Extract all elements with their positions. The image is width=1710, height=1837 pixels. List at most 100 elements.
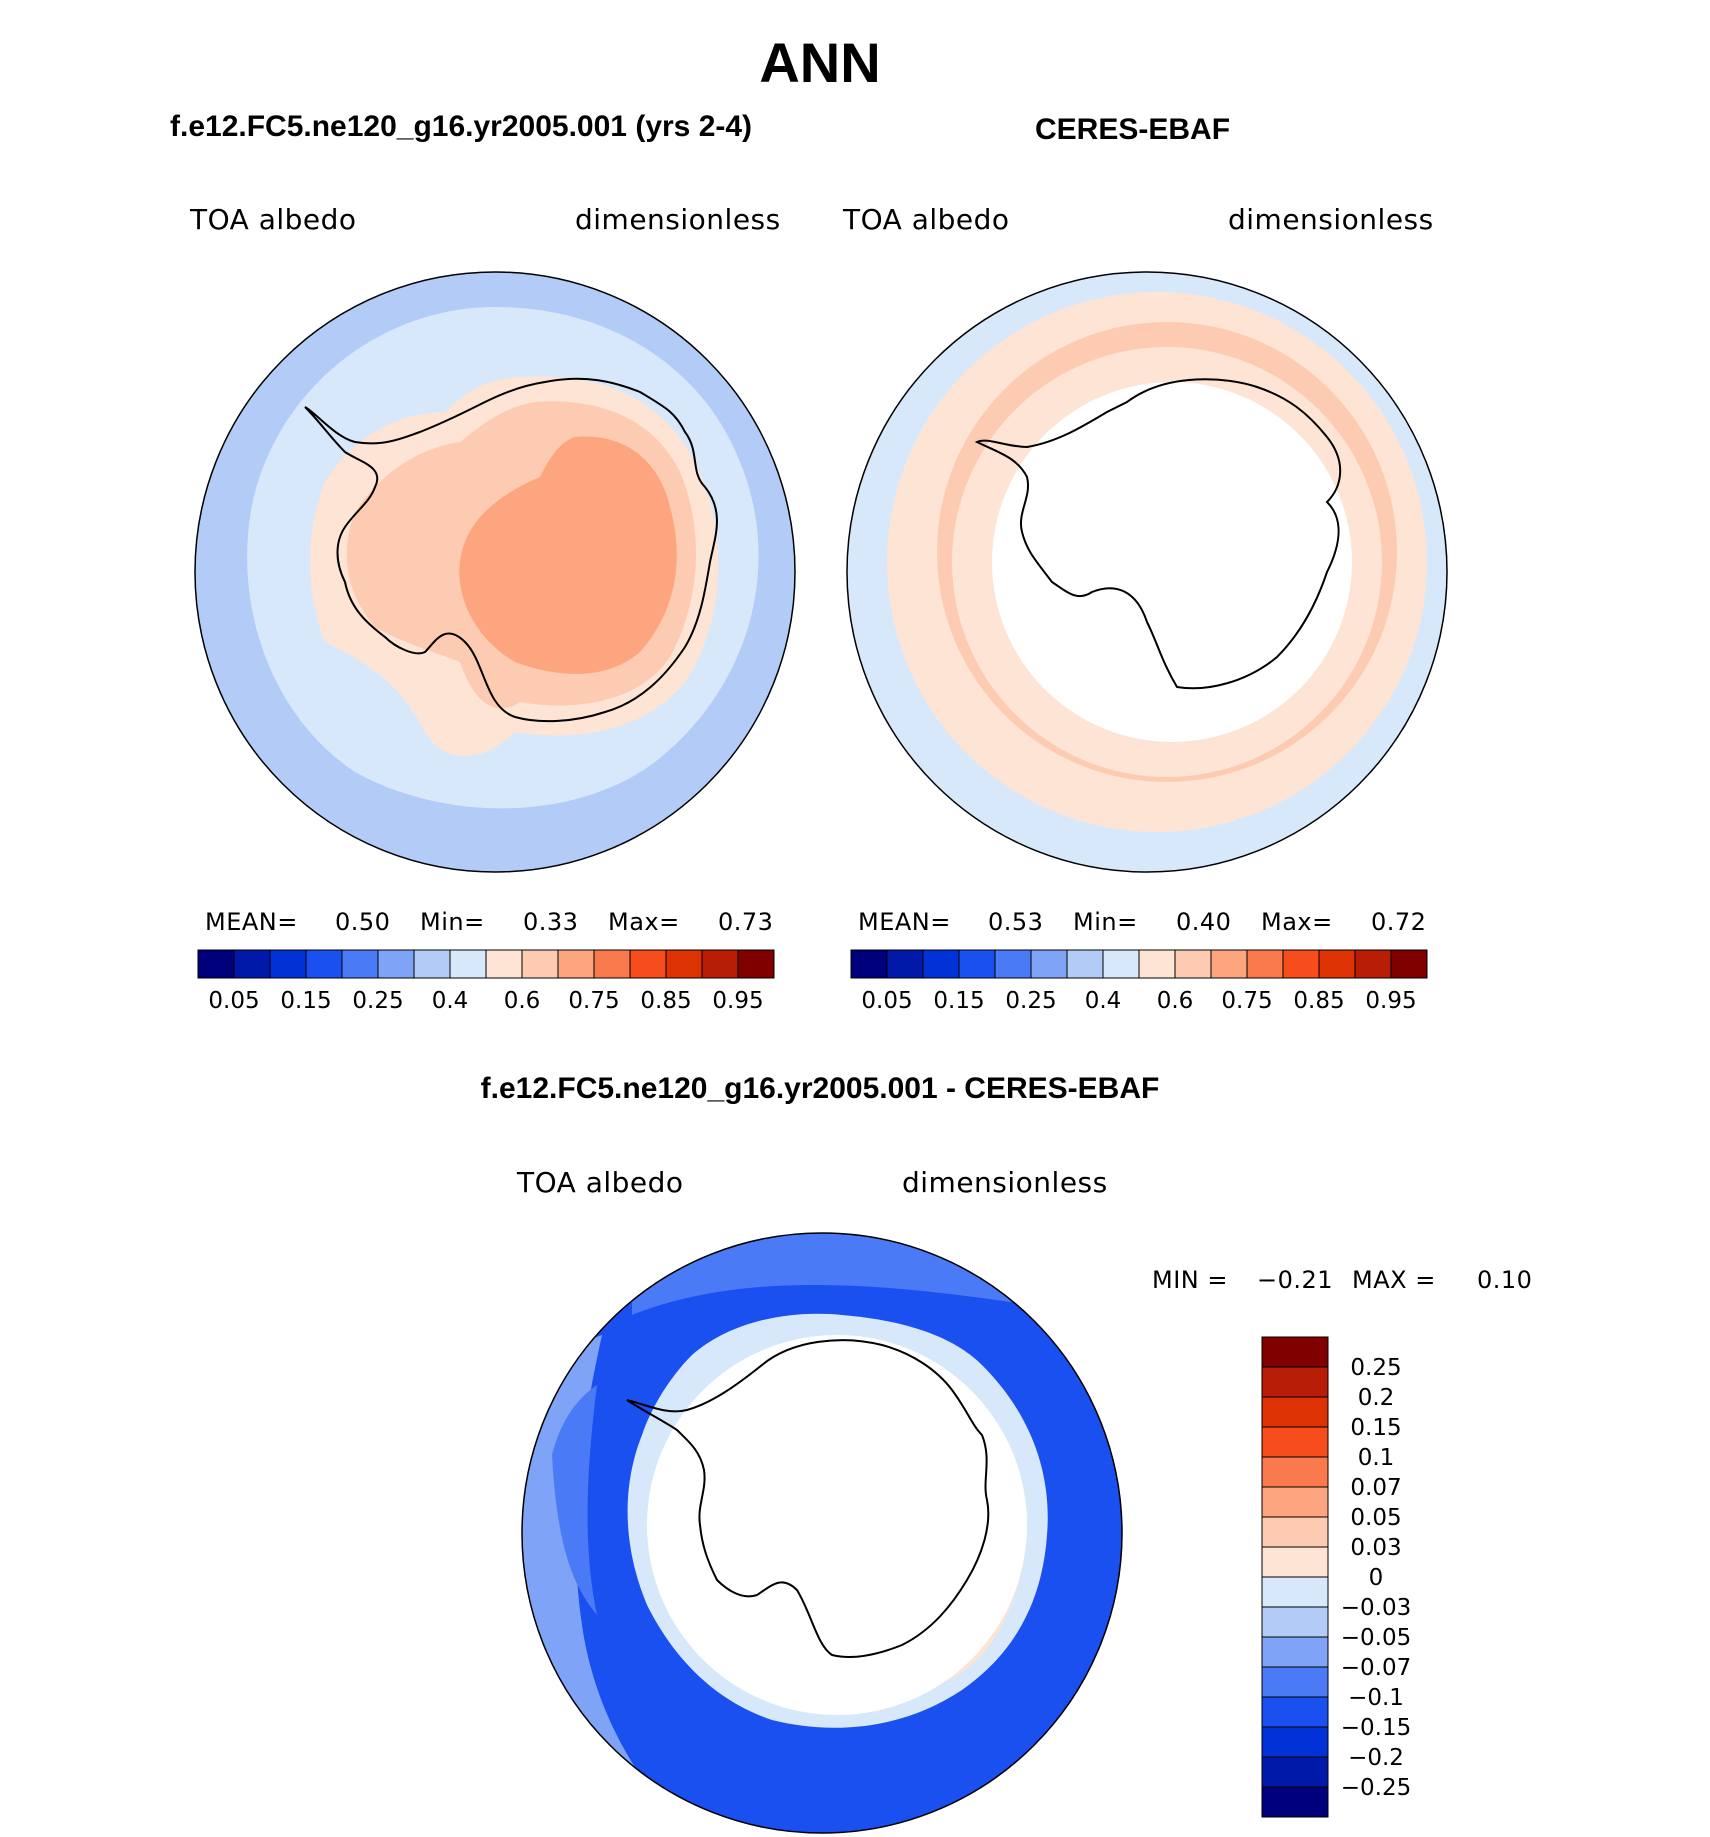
panel3-units: dimensionless xyxy=(902,1166,1108,1199)
panel3-colorbar-swatch xyxy=(1261,1756,1329,1788)
panel3-colorbar-swatch xyxy=(1261,1726,1329,1758)
panel2-colorbar-swatch xyxy=(886,949,924,979)
panel3-colorbar-swatch xyxy=(1261,1456,1329,1488)
panel2-colorbar: 0.05 0.15 0.25 0.4 0.6 0.75 0.85 0.95 xyxy=(850,949,1428,1014)
panel2-colorbar-swatch xyxy=(1210,949,1248,979)
panel1-colorbar-tick-label: 0.95 xyxy=(712,988,763,1014)
panel3-colorbar-tick-label: 0.1 xyxy=(1358,1445,1395,1471)
panel1-colorbar-swatch xyxy=(521,949,559,979)
panel3-colorbar-tick-label: 0.05 xyxy=(1350,1505,1401,1531)
panel3-colorbar-tick-label: −0.05 xyxy=(1341,1625,1411,1651)
panel2-colorbar-swatch xyxy=(1246,949,1284,979)
panel2-variable: TOA albedo xyxy=(843,203,1010,236)
panel2-map xyxy=(846,271,1448,873)
panel3-west-inner xyxy=(552,1385,597,1615)
panel1-colorbar-swatch xyxy=(341,949,379,979)
panel1-colorbar-tick-label: 0.25 xyxy=(352,988,403,1014)
panel2-mean-value: 0.53 xyxy=(988,908,1044,936)
panel2-min-value: 0.40 xyxy=(1176,908,1232,936)
panel3-colorbar-swatch xyxy=(1261,1486,1329,1518)
panel3-colorbar-tick-label: −0.25 xyxy=(1341,1775,1411,1801)
panel2-max-value: 0.72 xyxy=(1371,908,1427,936)
panel1-antarctica-high xyxy=(459,436,677,674)
panel2-coastline xyxy=(974,378,1342,690)
panel3-colorbar-swatch xyxy=(1261,1426,1329,1458)
panel3-colorbar-swatch xyxy=(1261,1666,1329,1698)
panel1-colorbar-swatch xyxy=(413,949,451,979)
panel1-mean-label: MEAN= xyxy=(205,908,298,936)
panel1-colorbar-tick-label: 0.85 xyxy=(640,988,691,1014)
panel1-colorbar-swatch xyxy=(269,949,307,979)
panel2-colorbar-swatch xyxy=(1030,949,1068,979)
panel1-variable: TOA albedo xyxy=(190,203,357,236)
panel1-coastline xyxy=(304,377,718,723)
panel3-colorbar-swatch xyxy=(1261,1636,1329,1668)
panel3-colorbar-swatch xyxy=(1261,1336,1329,1368)
panel3-colorbar-swatch xyxy=(1261,1396,1329,1428)
panel3-colorbar: 0.25 0.2 0.15 0.1 0.07 0.05 0.03 0 −0.03 −0.05 −0.… xyxy=(1261,1336,1411,1818)
panel3-colorbar-tick-label: 0.07 xyxy=(1350,1475,1401,1501)
panel2-colorbar-swatch xyxy=(994,949,1032,979)
panel1-units: dimensionless xyxy=(575,203,781,236)
panel3-colorbar-tick-label: 0.2 xyxy=(1358,1385,1395,1411)
panel3-colorbar-tick-label: −0.15 xyxy=(1341,1715,1411,1741)
panel2-title: CERES-EBAF xyxy=(1035,113,1231,146)
panel1-colorbar-swatch xyxy=(557,949,595,979)
panel3-colorbar-tick-label: −0.03 xyxy=(1341,1595,1411,1621)
panel2-colorbar-swatch xyxy=(1282,949,1320,979)
panel3-colorbar-tick-label: 0.15 xyxy=(1350,1415,1401,1441)
panel3-colorbar-tick-label: 0.25 xyxy=(1350,1355,1401,1381)
panel1-mean-value: 0.50 xyxy=(335,908,391,936)
panel3-coastline xyxy=(626,1339,990,1658)
panel1-colorbar-swatch xyxy=(485,949,523,979)
panel2-colorbar-tick-label: 0.4 xyxy=(1085,988,1122,1014)
panel3-colorbar-swatch xyxy=(1261,1786,1329,1818)
panel3-map xyxy=(521,1232,1123,1834)
panel2-map-border xyxy=(846,271,1448,873)
panel2-colorbar-swatch xyxy=(1138,949,1176,979)
panel2-colorbar-tick-label: 0.25 xyxy=(1005,988,1056,1014)
panel3-colorbar-tick-label: 0.03 xyxy=(1350,1535,1401,1561)
panel2-missing-data xyxy=(992,382,1352,742)
panel1-colorbar-swatch xyxy=(305,949,343,979)
panel1-map-border xyxy=(194,271,796,873)
panel3-colorbar-tick-label: −0.2 xyxy=(1348,1745,1404,1771)
panel1-colorbar-tick-label: 0.6 xyxy=(504,988,541,1014)
panel3-colorbar-swatch xyxy=(1261,1366,1329,1398)
panel2-colorbar-tick-label: 0.6 xyxy=(1157,988,1194,1014)
panel2-colorbar-swatch xyxy=(1102,949,1140,979)
panel1-max-label: Max= xyxy=(608,908,680,936)
panel3-max-label: MAX = xyxy=(1352,1266,1436,1294)
panel1-colorbar-swatch xyxy=(665,949,703,979)
panel3-colorbar-tick-label: −0.07 xyxy=(1341,1655,1411,1681)
panel3-colorbar-swatch xyxy=(1261,1606,1329,1638)
panel3-colorbar-swatch xyxy=(1261,1516,1329,1548)
panel2-colorbar-tick-label: 0.75 xyxy=(1221,988,1272,1014)
panel3-variable: TOA albedo xyxy=(517,1166,684,1199)
panel1-colorbar: 0.05 0.15 0.25 0.4 0.6 0.75 0.85 0.95 xyxy=(197,949,775,1014)
panel1-min-value: 0.33 xyxy=(523,908,579,936)
panel1-colorbar-swatch xyxy=(737,949,775,979)
panel3-min-value: −0.21 xyxy=(1257,1266,1334,1294)
panel3-max-value: 0.10 xyxy=(1477,1266,1533,1294)
panel2-colorbar-swatch xyxy=(958,949,996,979)
panel1-colorbar-swatch xyxy=(449,949,487,979)
panel2-colorbar-tick-label: 0.15 xyxy=(933,988,984,1014)
panel1-min-label: Min= xyxy=(420,908,485,936)
panel1-colorbar-swatch xyxy=(701,949,739,979)
panel1-map xyxy=(194,271,796,873)
panel1-max-value: 0.73 xyxy=(718,908,774,936)
panel2-colorbar-swatch xyxy=(922,949,960,979)
panel1-title: f.e12.FC5.ne120_g16.yr2005.001 (yrs 2-4) xyxy=(170,110,753,143)
panel2-colorbar-swatch xyxy=(850,949,888,979)
panel1-colorbar-swatch xyxy=(593,949,631,979)
panel1-colorbar-swatch xyxy=(377,949,415,979)
panel2-colorbar-swatch xyxy=(1354,949,1392,979)
panel2-colorbar-swatch xyxy=(1318,949,1356,979)
panel3-colorbar-swatch xyxy=(1261,1576,1329,1608)
panel3-min-label: MIN = xyxy=(1152,1266,1228,1294)
panel2-colorbar-swatch xyxy=(1066,949,1104,979)
panel2-max-label: Max= xyxy=(1261,908,1333,936)
panel1-colorbar-tick-label: 0.15 xyxy=(280,988,331,1014)
panel3-map-border xyxy=(521,1232,1123,1834)
